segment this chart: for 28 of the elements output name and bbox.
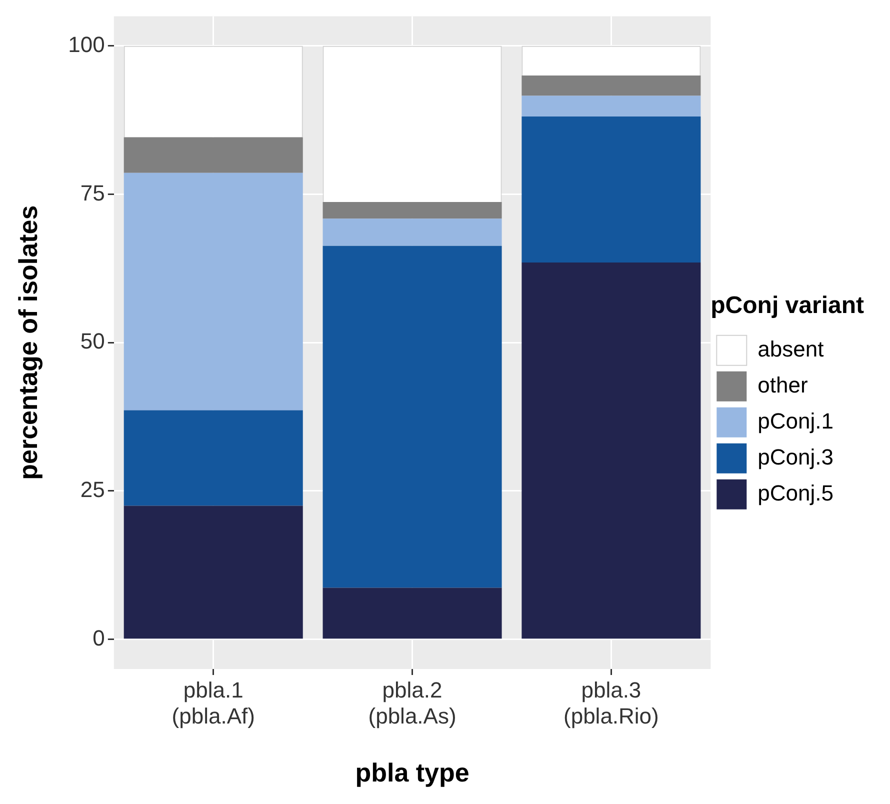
bar [522, 116, 701, 262]
bar [522, 76, 701, 96]
y-tick-label: 75 [80, 180, 105, 206]
bar [124, 172, 303, 410]
legend-label: absent [758, 336, 824, 362]
x-tick-label: pbla.3 (pbla.Rio) [564, 677, 659, 729]
bar [124, 410, 303, 506]
x-axis-title: pbla type [355, 758, 470, 788]
x-tick-label: pbla.1 (pbla.Af) [172, 677, 255, 729]
y-axis-title: percentage of isolates [12, 205, 43, 480]
bar [124, 137, 303, 173]
y-tick-label: 50 [80, 328, 105, 354]
y-tick-label: 100 [68, 32, 105, 57]
x-tick-label: pbla.2 (pbla.As) [368, 677, 456, 729]
legend-label: pConj.1 [758, 408, 834, 434]
legend-title: pConj variant [710, 292, 864, 320]
bar [322, 588, 502, 639]
y-tick-label: 0 [92, 625, 105, 650]
bar [322, 202, 502, 219]
bar [124, 506, 303, 639]
legend-label: pConj.5 [758, 480, 834, 506]
bar [322, 246, 502, 588]
legend-label: pConj.3 [758, 444, 834, 470]
bar [322, 218, 502, 246]
bar [522, 262, 701, 639]
bar [522, 96, 701, 116]
y-tick-label: 25 [80, 477, 105, 502]
legend-label: other [758, 372, 808, 398]
